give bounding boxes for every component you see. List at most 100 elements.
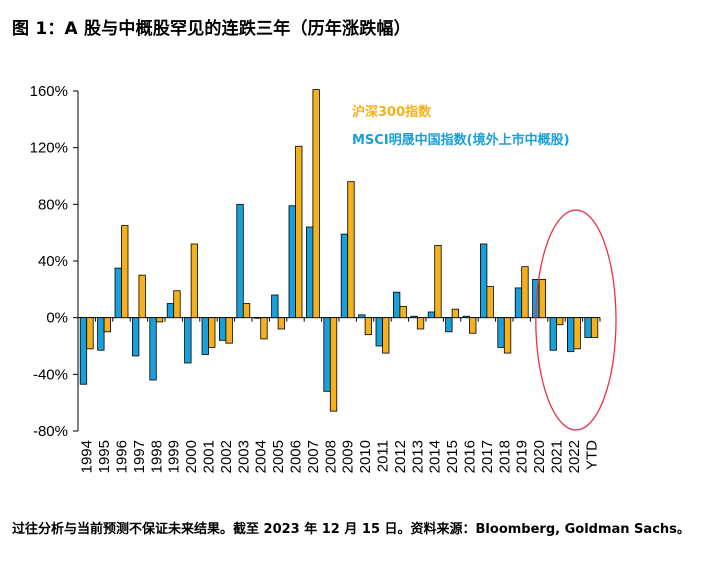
bar-msci-china-1996 bbox=[114, 267, 122, 319]
bar-msci-china-2013 bbox=[410, 315, 418, 319]
bar-csi300-2018 bbox=[503, 317, 512, 354]
bar-msci-china-2003 bbox=[236, 203, 244, 319]
bar-csi300-2000 bbox=[190, 243, 199, 319]
bar-csi300-2009 bbox=[347, 181, 355, 319]
x-tick-label: 2019 bbox=[514, 440, 531, 473]
bar-msci-china-2012 bbox=[392, 291, 401, 319]
bar-msci-china-2006 bbox=[288, 205, 296, 319]
x-tick-label: 2002 bbox=[218, 440, 235, 473]
bar-msci-china-2021 bbox=[549, 317, 557, 351]
x-tick-label: 2021 bbox=[549, 440, 566, 473]
figure-footnote: 过往分析与当前预测不保证未来结果。截至 2023 年 12 月 15 日。资料来… bbox=[12, 522, 690, 537]
bar-csi300-2001 bbox=[208, 317, 216, 348]
bar-msci-china-2007 bbox=[305, 226, 314, 319]
y-tick-label: 160% bbox=[30, 83, 68, 100]
bar-msci-china-2001 bbox=[201, 317, 209, 355]
x-tick-label: 2006 bbox=[288, 440, 305, 473]
bar-csi300-2014 bbox=[434, 245, 442, 319]
bar-msci-china-2018 bbox=[497, 317, 505, 348]
bar-msci-china-2014 bbox=[427, 311, 436, 319]
bar-msci-china-2019 bbox=[514, 287, 523, 319]
bar-csi300-2007 bbox=[312, 89, 320, 319]
legend-csi300: 沪深300指数 bbox=[352, 104, 432, 120]
bar-msci-china-2015 bbox=[445, 317, 453, 333]
bar-csi300-2010 bbox=[364, 317, 373, 336]
y-tick-label: -80% bbox=[33, 423, 68, 440]
bar-csi300-2011 bbox=[382, 317, 390, 354]
bar-msci-china-2004 bbox=[253, 317, 262, 319]
bar-csi300-1994 bbox=[86, 317, 94, 350]
bar-csi300-1996 bbox=[121, 225, 129, 319]
x-tick-label: 2016 bbox=[462, 440, 479, 473]
bar-csi300-2019 bbox=[521, 266, 529, 319]
bar-msci-china-1998 bbox=[149, 317, 157, 381]
bar-csi300-2002 bbox=[225, 317, 233, 344]
bar-csi300-2015 bbox=[451, 308, 460, 319]
x-tick-label: 2011 bbox=[375, 440, 392, 472]
x-tick-labels: 1994 1995 1996 1997 1998 1999 2000 2001 2002 2003… bbox=[79, 440, 601, 474]
bar-msci-china-2000 bbox=[184, 317, 192, 364]
bar-msci-china-2017 bbox=[479, 243, 488, 319]
x-tick-label: 2005 bbox=[270, 440, 287, 473]
bar-csi300-2016 bbox=[469, 317, 477, 334]
x-tick-label: 2004 bbox=[253, 440, 270, 473]
legend-msci-china: MSCI明晟中国指数(境外上市中概股) bbox=[352, 132, 570, 148]
y-tick-label: 0% bbox=[46, 310, 68, 327]
chart-bars bbox=[79, 89, 599, 412]
x-tick-label: 2010 bbox=[357, 440, 374, 473]
bar-msci-china-2016 bbox=[462, 315, 470, 319]
x-tick-label: 1994 bbox=[79, 440, 96, 473]
bar-msci-china-2022 bbox=[567, 317, 575, 353]
bar-csi300-2020 bbox=[538, 279, 546, 319]
x-tick-label: 1999 bbox=[166, 440, 183, 473]
bar-csi300-2004 bbox=[260, 317, 268, 340]
x-tick-label: 1998 bbox=[148, 440, 165, 473]
x-tick-label: YTD bbox=[583, 440, 600, 470]
bar-msci-china-2010 bbox=[358, 314, 366, 319]
x-tick-label: 2003 bbox=[235, 440, 252, 473]
highlight-ellipse bbox=[535, 209, 617, 431]
x-tick-label: 2015 bbox=[444, 440, 461, 473]
x-tick-label: 2018 bbox=[496, 440, 513, 473]
bar-csi300-2006 bbox=[295, 145, 303, 319]
x-tick-label: 2014 bbox=[427, 440, 444, 473]
bar-msci-china-1997 bbox=[131, 317, 140, 357]
chart-legend: 沪深300指数 MSCI明晟中国指数(境外上市中概股) bbox=[352, 104, 570, 148]
x-tick-label: 2009 bbox=[340, 440, 357, 473]
bar-msci-china-2011 bbox=[375, 317, 383, 347]
bar-msci-china-2008 bbox=[323, 317, 331, 392]
y-tick-label: 80% bbox=[38, 196, 68, 213]
bar-csi300-1998 bbox=[155, 317, 164, 323]
bar-csi300-2012 bbox=[399, 305, 407, 319]
bar-chart: 1994 1995 1996 1997 1998 1999 2000 2001 2002 2003… bbox=[30, 83, 617, 474]
bar-msci-china-2009 bbox=[340, 233, 349, 319]
x-tick-label: 2001 bbox=[201, 440, 218, 473]
chart-axes bbox=[73, 90, 601, 432]
bar-msci-china-1999 bbox=[166, 303, 175, 319]
bar-msci-china-2002 bbox=[218, 317, 227, 341]
figure-title: 图 1：A 股与中概股罕见的连跌三年（历年涨跌幅） bbox=[12, 19, 411, 39]
bar-msci-china-YTD bbox=[584, 317, 592, 338]
x-tick-label: 2020 bbox=[531, 440, 548, 473]
bar-csi300-2003 bbox=[242, 303, 251, 319]
y-tick-label: -40% bbox=[33, 366, 68, 383]
bar-msci-china-1995 bbox=[97, 317, 105, 351]
bar-msci-china-2005 bbox=[271, 294, 279, 319]
bar-csi300-YTD bbox=[590, 317, 599, 338]
bar-csi300-1997 bbox=[138, 274, 146, 319]
bar-csi300-2008 bbox=[329, 317, 338, 412]
bar-csi300-1995 bbox=[103, 317, 111, 333]
x-tick-label: 1996 bbox=[114, 440, 131, 473]
bar-csi300-2022 bbox=[573, 317, 581, 350]
x-tick-label: 1995 bbox=[96, 440, 113, 473]
x-tick-label: 2022 bbox=[566, 440, 583, 473]
bar-msci-china-1994 bbox=[79, 317, 88, 385]
y-tick-labels: -80% -40% 0% 40% 80% 120% 160% bbox=[30, 83, 68, 440]
x-tick-label: 2017 bbox=[479, 440, 496, 473]
x-tick-label: 2000 bbox=[183, 440, 200, 473]
bar-csi300-1999 bbox=[173, 290, 181, 319]
bar-csi300-2017 bbox=[486, 286, 494, 319]
bar-csi300-2005 bbox=[277, 317, 286, 330]
x-tick-label: 2008 bbox=[322, 440, 339, 473]
x-tick-label: 2013 bbox=[409, 440, 426, 473]
